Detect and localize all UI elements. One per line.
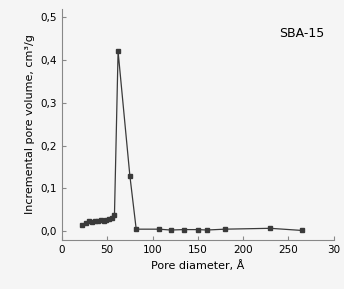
X-axis label: Pore diameter, Å: Pore diameter, Å	[151, 260, 245, 271]
Text: SBA-15: SBA-15	[279, 27, 325, 40]
Y-axis label: Incremental pore volume, cm³/g: Incremental pore volume, cm³/g	[25, 34, 35, 214]
